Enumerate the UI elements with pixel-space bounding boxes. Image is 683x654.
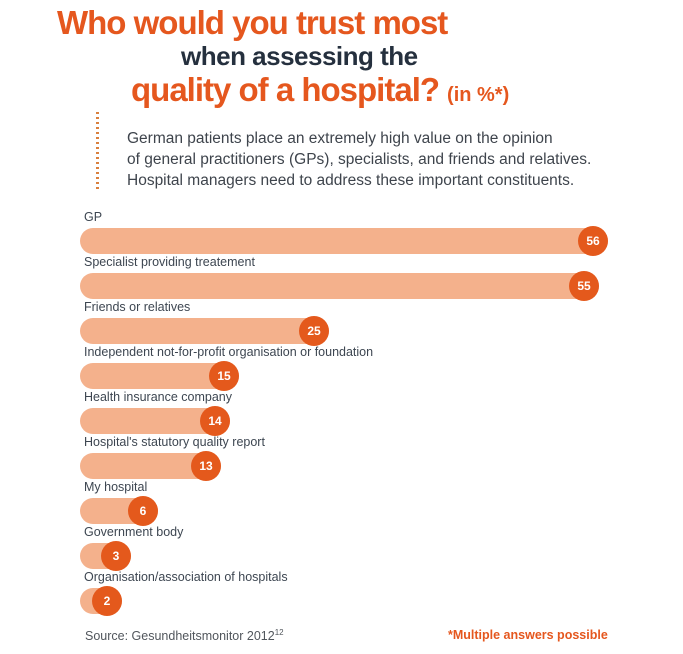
- page-title-line3: quality of a hospital? (in %*): [131, 71, 509, 109]
- page-title-unit-note: (in %*): [447, 84, 510, 106]
- source-note: Source: Gesundheitsmonitor 201212: [85, 628, 284, 643]
- bar-label: Friends or relatives: [84, 300, 191, 314]
- page-title-line1: Who would you trust most: [57, 4, 448, 41]
- bar: 55: [80, 271, 599, 301]
- source-superscript: 12: [274, 628, 284, 637]
- bar-row: Government body 3: [80, 525, 640, 571]
- bar: 13: [80, 451, 221, 481]
- bar: 14: [80, 406, 230, 436]
- bar-row: Independent not-for-profit organisation …: [80, 345, 640, 391]
- bar-label: Specialist providing treatement: [84, 255, 255, 269]
- bar: 6: [80, 496, 158, 526]
- bar: 3: [80, 541, 131, 571]
- bar-value-badge: 14: [200, 406, 230, 436]
- footnote: *Multiple answers possible: [448, 628, 608, 642]
- bar-value-badge: 56: [578, 226, 608, 256]
- bar-label: My hospital: [84, 480, 148, 494]
- bar-label: Hospital's statutory quality report: [84, 435, 265, 449]
- source-text: Source: Gesundheitsmonitor 2012: [85, 629, 275, 644]
- bar-value-badge: 55: [569, 271, 599, 301]
- bar-row: Friends or relatives 25: [80, 300, 640, 346]
- intro-line: of general practitioners (GPs), speciali…: [127, 151, 592, 168]
- bar-row: Specialist providing treatement 55: [80, 255, 640, 301]
- bar-row: Organisation/association of hospitals 2: [80, 570, 640, 616]
- bar-label: GP: [84, 210, 103, 224]
- bar-value-badge: 25: [299, 316, 329, 346]
- intro-line: Hospital managers need to address these …: [127, 172, 575, 189]
- intro-text: German patients place an extremely high …: [127, 128, 591, 191]
- bar-value-badge: 15: [209, 361, 239, 391]
- bar: 25: [80, 316, 329, 346]
- intro-line: German patients place an extremely high …: [127, 130, 553, 147]
- bars: GP 56 Specialist providing treatement 55…: [80, 210, 640, 616]
- bar-value-badge: 6: [128, 496, 158, 526]
- page-title-line2: when assessing the: [181, 41, 418, 71]
- page-title-line3-main: quality of a hospital?: [131, 71, 440, 108]
- bar-row: GP 56: [80, 210, 640, 256]
- bar: 2: [80, 586, 122, 616]
- bar-label: Independent not-for-profit organisation …: [84, 345, 374, 359]
- bar-label: Health insurance company: [84, 390, 232, 404]
- bar-value-badge: 2: [92, 586, 122, 616]
- bar-row: Health insurance company 14: [80, 390, 640, 436]
- dotted-rule: [96, 112, 99, 190]
- bar-value-badge: 3: [101, 541, 131, 571]
- bar-row: Hospital's statutory quality report 13: [80, 435, 640, 481]
- bar-row: My hospital 6: [80, 480, 640, 526]
- bar: 56: [80, 226, 608, 256]
- bar-label: Government body: [84, 525, 184, 539]
- bar-value-badge: 13: [191, 451, 221, 481]
- bar: 15: [80, 361, 239, 391]
- bar-label: Organisation/association of hospitals: [84, 570, 288, 584]
